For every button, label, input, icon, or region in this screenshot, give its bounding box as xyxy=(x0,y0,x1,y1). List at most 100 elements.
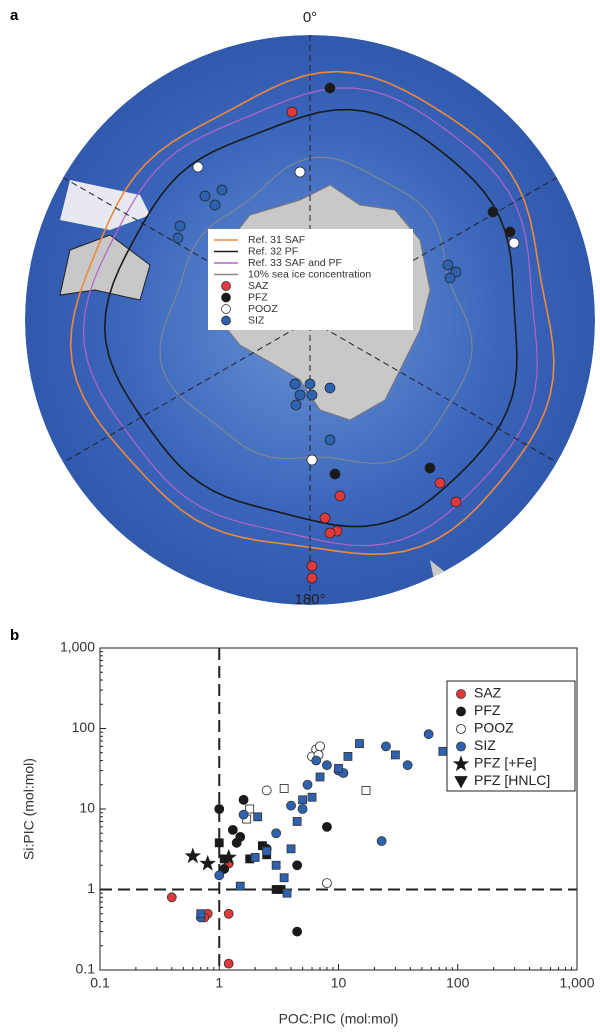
station xyxy=(324,82,336,94)
point xyxy=(271,828,282,839)
station xyxy=(304,378,316,390)
legend-label: POOZ xyxy=(474,720,514,736)
station xyxy=(324,527,336,539)
station xyxy=(294,166,306,178)
point xyxy=(279,784,289,793)
station xyxy=(434,477,446,489)
legend-dot xyxy=(221,315,231,326)
station xyxy=(324,434,336,446)
legend-marker xyxy=(456,724,466,734)
point xyxy=(184,847,202,864)
point xyxy=(423,729,434,740)
point xyxy=(245,804,255,814)
land xyxy=(60,180,150,230)
legend-label: PFZ xyxy=(474,702,501,718)
legend-dot xyxy=(221,292,231,303)
legend-label: 10% sea ice concentration xyxy=(248,268,371,280)
point xyxy=(322,821,332,832)
point xyxy=(199,854,216,871)
legend-dot xyxy=(221,281,231,291)
station xyxy=(334,490,346,502)
point xyxy=(238,794,249,805)
station xyxy=(319,512,331,524)
point xyxy=(250,853,260,862)
point xyxy=(286,844,296,854)
point xyxy=(302,779,313,790)
point xyxy=(334,763,343,773)
x-tick-label: 10 xyxy=(331,975,347,991)
station xyxy=(199,190,211,202)
legend-label: Ref. 33 SAF and PF xyxy=(248,257,342,269)
point xyxy=(311,755,322,766)
point xyxy=(322,878,332,889)
point xyxy=(261,785,272,796)
point xyxy=(235,832,246,842)
legend-label: Ref. 31 SAF xyxy=(248,234,305,246)
point xyxy=(286,800,296,811)
point xyxy=(214,838,224,848)
legend-label: PFZ xyxy=(248,291,268,303)
legend-marker xyxy=(454,776,468,789)
point xyxy=(282,888,292,898)
point xyxy=(238,809,249,820)
station xyxy=(508,237,520,249)
station xyxy=(504,226,516,238)
y-tick-label: 0.1 xyxy=(76,961,96,977)
station xyxy=(444,272,456,284)
point xyxy=(235,881,245,891)
point xyxy=(297,804,308,814)
point xyxy=(402,760,413,771)
point xyxy=(298,795,308,805)
x-tick-label: 100 xyxy=(446,975,470,991)
graticule-label: 120° W xyxy=(17,456,69,496)
point xyxy=(315,772,325,782)
station xyxy=(306,389,318,401)
station xyxy=(290,399,302,411)
point xyxy=(292,926,303,937)
point xyxy=(220,848,237,865)
x-tick-label: 1,000 xyxy=(559,975,594,991)
point xyxy=(253,812,263,822)
station xyxy=(294,389,306,401)
point xyxy=(223,908,234,919)
point xyxy=(219,864,230,874)
legend-label: PFZ [+Fe] xyxy=(474,755,537,771)
graticule-label: 120° E xyxy=(554,457,600,494)
station xyxy=(306,572,318,584)
point xyxy=(292,860,303,871)
legend-marker xyxy=(452,755,470,772)
point xyxy=(307,792,317,802)
station xyxy=(192,161,204,173)
point xyxy=(214,870,225,881)
station xyxy=(289,378,301,390)
point xyxy=(227,825,238,835)
station xyxy=(450,496,462,508)
legend-label: PFZ [HNLC] xyxy=(474,772,550,788)
front-line xyxy=(159,156,473,464)
point xyxy=(376,836,387,846)
point xyxy=(166,892,177,903)
front-line xyxy=(82,87,538,547)
point xyxy=(322,760,332,771)
station xyxy=(442,259,454,271)
legend-dot xyxy=(221,304,231,314)
graticule-label: 60° W xyxy=(20,152,65,188)
legend-label: SAZ xyxy=(474,685,502,701)
y-tick-label: 1,000 xyxy=(60,639,95,655)
point xyxy=(214,804,225,814)
point xyxy=(196,909,206,919)
legend-label: SAZ xyxy=(248,280,269,292)
front-line xyxy=(103,108,518,528)
station xyxy=(286,106,298,118)
legend-label: SIZ xyxy=(474,737,496,753)
point xyxy=(438,746,448,756)
graticule-label: 180° xyxy=(294,591,325,608)
point xyxy=(223,958,234,969)
legend-label: POOZ xyxy=(248,303,278,315)
station xyxy=(487,206,499,218)
y-axis-label: Si:PIC (mol:mol) xyxy=(21,758,37,860)
y-tick-label: 1 xyxy=(87,880,95,896)
legend-marker xyxy=(456,706,466,717)
y-tick-label: 100 xyxy=(72,719,96,735)
